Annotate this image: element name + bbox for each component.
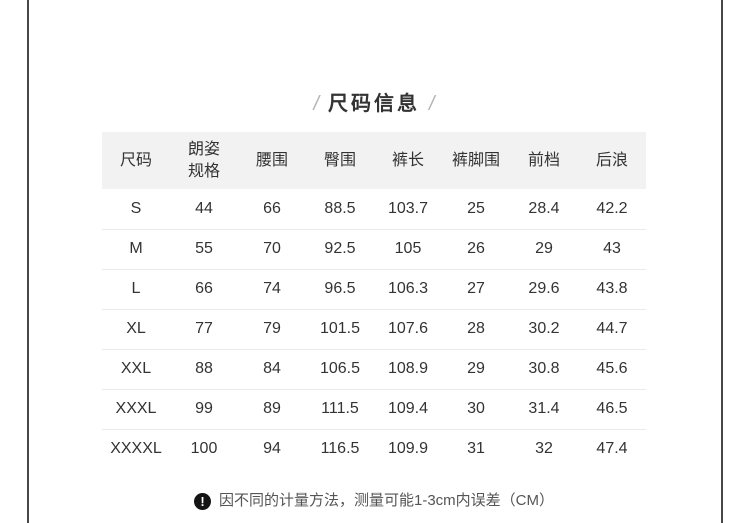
measurement-cell: 94 bbox=[238, 428, 306, 469]
size-label-cell: L bbox=[102, 268, 170, 309]
measurement-cell: 109.9 bbox=[374, 428, 442, 469]
measurement-cell: 103.7 bbox=[387, 199, 429, 217]
column-header: 后浪 bbox=[578, 132, 646, 189]
measurement-cell: 88.5 bbox=[324, 199, 356, 217]
title-left-slash-decoration: / bbox=[313, 93, 319, 115]
measurement-cell: 77 bbox=[170, 308, 238, 349]
size-table-head: 尺码 朗姿 规格 腰围 臀围 裤长 裤脚围 前档 后浪 bbox=[102, 132, 646, 189]
measurement-cell: 29 bbox=[442, 348, 510, 389]
size-table-header-row: 尺码 朗姿 规格 腰围 臀围 裤长 裤脚围 前档 后浪 bbox=[102, 132, 646, 189]
measurement-cell: 74 bbox=[238, 268, 306, 309]
size-label-cell: XL bbox=[102, 308, 170, 349]
table-row: XL 77 79 101.5 107.6 28 30.2 44.7 bbox=[102, 308, 646, 349]
measurement-disclaimer: ! 因不同的计量方法，测量可能1-3cm内误差（CM） bbox=[102, 491, 646, 511]
measurement-cell: 92.5 bbox=[306, 228, 374, 269]
size-label-cell: XXXXL bbox=[102, 428, 170, 469]
measurement-cell: 106.3 bbox=[374, 268, 442, 309]
measurement-cell: 44.7 bbox=[578, 308, 646, 349]
table-row: XXXL 99 89 111.5 109.4 30 31.4 46.5 bbox=[102, 388, 646, 429]
measurement-cell: 26 bbox=[442, 228, 510, 269]
measurement-cell: 43.8 bbox=[578, 268, 646, 309]
measurement-cell: 46.5 bbox=[578, 388, 646, 429]
measurement-cell: 47.4 bbox=[578, 428, 646, 469]
measurement-cell: 79 bbox=[238, 308, 306, 349]
measurement-cell: 66 bbox=[263, 199, 281, 217]
size-label-cell: XXL bbox=[102, 348, 170, 389]
measurement-cell: 99 bbox=[170, 388, 238, 429]
measurement-cell: 111.5 bbox=[306, 388, 374, 429]
alert-icon: ! bbox=[193, 492, 211, 510]
section-title-text: 尺码信息 bbox=[328, 93, 420, 115]
column-header: 裤脚围 bbox=[442, 132, 510, 189]
disclaimer-text: 因不同的计量方法，测量可能1-3cm内误差（CM） bbox=[218, 492, 554, 509]
size-label-cell: XXXL bbox=[102, 388, 170, 429]
measurement-cell: 31.4 bbox=[510, 388, 578, 429]
measurement-cell: 42.2 bbox=[596, 199, 628, 217]
table-row: M 55 70 92.5 105 26 29 43 bbox=[102, 228, 646, 269]
table-row: XXXXL 100 94 116.5 109.9 31 32 47.4 bbox=[102, 428, 646, 469]
measurement-cell: 84 bbox=[238, 348, 306, 389]
measurement-cell: 88 bbox=[170, 348, 238, 389]
measurement-cell: 28 bbox=[442, 308, 510, 349]
measurement-cell: 70 bbox=[238, 228, 306, 269]
table-row: XXL 88 84 106.5 108.9 29 30.8 45.6 bbox=[102, 348, 646, 389]
measurement-cell: 55 bbox=[170, 228, 238, 269]
measurement-cell: 66 bbox=[170, 268, 238, 309]
measurement-cell: 30.2 bbox=[510, 308, 578, 349]
measurement-cell: 43 bbox=[578, 228, 646, 269]
measurement-cell: 96.5 bbox=[306, 268, 374, 309]
section-title: / 尺码信息 / bbox=[102, 90, 646, 118]
column-header: 尺码 bbox=[102, 132, 170, 189]
table-row: S 44 66 88.5 103.7 25 28.4 42.2 bbox=[102, 189, 646, 229]
column-header: 朗姿 规格 bbox=[170, 132, 238, 189]
measurement-cell: 30.8 bbox=[510, 348, 578, 389]
measurement-cell: 109.4 bbox=[374, 388, 442, 429]
measurement-cell: 45.6 bbox=[578, 348, 646, 389]
measurement-cell: 101.5 bbox=[306, 308, 374, 349]
measurement-cell: 32 bbox=[510, 428, 578, 469]
size-chart-table: 尺码 朗姿 规格 腰围 臀围 裤长 裤脚围 前档 后浪 S 44 66 88.5 103.7 25 28.… bbox=[102, 132, 646, 469]
column-header: 裤长 bbox=[374, 132, 442, 189]
measurement-cell: 116.5 bbox=[306, 428, 374, 469]
measurement-cell: 31 bbox=[442, 428, 510, 469]
title-right-slash-decoration: / bbox=[429, 93, 435, 115]
measurement-cell: 100 bbox=[170, 428, 238, 469]
column-header: 臀围 bbox=[306, 132, 374, 189]
column-header: 腰围 bbox=[238, 132, 306, 189]
measurement-cell: 106.5 bbox=[306, 348, 374, 389]
size-label-cell: S bbox=[130, 199, 142, 217]
measurement-cell: 105 bbox=[374, 228, 442, 269]
measurement-cell: 25 bbox=[467, 199, 485, 217]
measurement-cell: 28.4 bbox=[528, 199, 560, 217]
size-label-cell: M bbox=[102, 228, 170, 269]
measurement-cell: 89 bbox=[238, 388, 306, 429]
measurement-cell: 27 bbox=[442, 268, 510, 309]
measurement-cell: 107.6 bbox=[374, 308, 442, 349]
column-header: 前档 bbox=[510, 132, 578, 189]
measurement-cell: 44 bbox=[195, 199, 213, 217]
measurement-cell: 30 bbox=[442, 388, 510, 429]
measurement-cell: 29 bbox=[510, 228, 578, 269]
measurement-cell: 108.9 bbox=[374, 348, 442, 389]
size-table-body: S 44 66 88.5 103.7 25 28.4 42.2 M 55 70 92.5 105 26 29… bbox=[102, 189, 646, 469]
left-edge-rule bbox=[27, 0, 29, 523]
right-edge-rule bbox=[721, 0, 723, 523]
measurement-cell: 29.6 bbox=[510, 268, 578, 309]
size-info-section: / 尺码信息 / 尺码 朗姿 规格 腰围 臀围 裤长 裤脚围 前档 后浪 S 44 66 88.5 103… bbox=[102, 0, 646, 511]
table-row: L 66 74 96.5 106.3 27 29.6 43.8 bbox=[102, 268, 646, 309]
